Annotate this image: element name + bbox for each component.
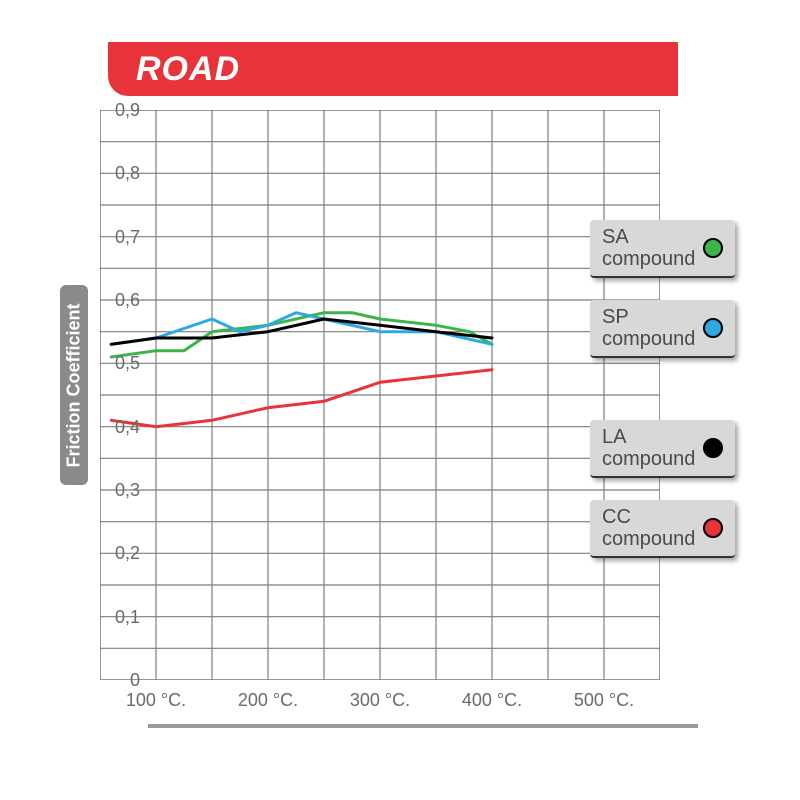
legend-marker-icon: [703, 438, 723, 458]
legend-label: SPcompound: [602, 306, 695, 350]
legend-label: SAcompound: [602, 226, 695, 270]
legend-item-sp: SPcompound: [590, 300, 735, 358]
legend-item-la: LAcompound: [590, 420, 735, 478]
y-tick-label: 0,2: [100, 543, 140, 564]
bottom-rule: [148, 724, 698, 728]
y-tick-label: 0,4: [100, 417, 140, 438]
y-tick-label: 0,8: [100, 163, 140, 184]
legend-item-cc: CCcompound: [590, 500, 735, 558]
x-tick-label: 200 °C.: [228, 690, 308, 711]
legend-label: LAcompound: [602, 426, 695, 470]
banner: ROAD: [108, 42, 678, 96]
x-tick-label: 500 °C.: [564, 690, 644, 711]
y-tick-label: 0,6: [100, 290, 140, 311]
y-tick-label: 0,5: [100, 353, 140, 374]
legend-item-sa: SAcompound: [590, 220, 735, 278]
y-tick-label: 0,3: [100, 480, 140, 501]
y-tick-label: 0,1: [100, 607, 140, 628]
x-tick-label: 100 °C.: [116, 690, 196, 711]
y-axis-label: Friction Coefficient: [64, 303, 85, 467]
legend-marker-icon: [703, 518, 723, 538]
x-tick-label: 400 °C.: [452, 690, 532, 711]
y-tick-label: 0: [100, 670, 140, 691]
y-axis-label-badge: Friction Coefficient: [60, 285, 88, 485]
y-tick-label: 0,7: [100, 227, 140, 248]
legend-label: CCcompound: [602, 506, 695, 550]
x-tick-label: 300 °C.: [340, 690, 420, 711]
banner-title: ROAD: [136, 50, 240, 89]
chart-container: Friction Coefficient 0 0,1 0,2 0,3 0,4 0,5 0,6…: [60, 110, 740, 770]
legend-marker-icon: [703, 238, 723, 258]
chart-plot: [100, 110, 660, 680]
legend-marker-icon: [703, 318, 723, 338]
y-tick-label: 0,9: [100, 100, 140, 121]
